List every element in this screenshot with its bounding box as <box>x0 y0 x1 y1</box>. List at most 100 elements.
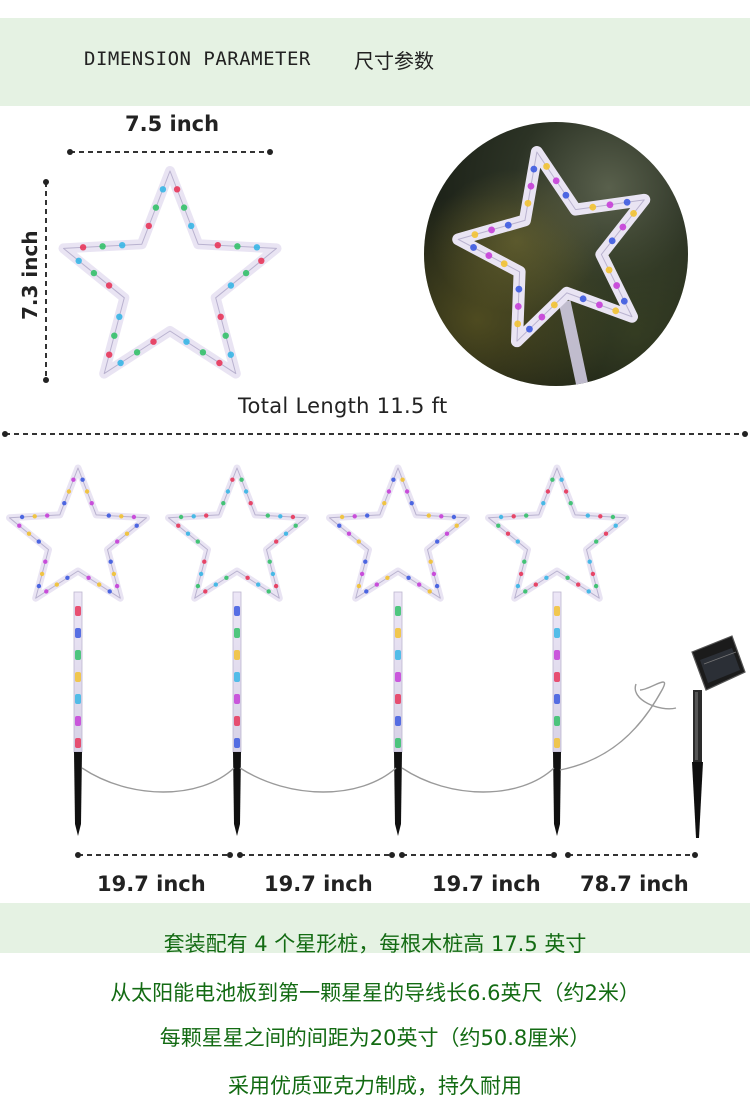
led-segment <box>75 716 81 726</box>
led-dot <box>428 559 433 564</box>
led-dot <box>585 513 590 518</box>
led-dot <box>227 282 235 289</box>
led-dot <box>514 320 522 328</box>
led-dot <box>518 571 524 577</box>
led-dot <box>426 513 431 518</box>
led-dot <box>541 501 546 506</box>
led-dot <box>183 338 190 345</box>
distance-label-3: 19.7 inch <box>432 872 541 896</box>
led-dot <box>114 583 120 589</box>
led-dot <box>593 583 599 589</box>
star-stake-1 <box>6 464 150 836</box>
led-dot <box>99 243 106 250</box>
led-dot <box>590 571 596 577</box>
led-dot <box>108 559 113 564</box>
star-stake-3 <box>326 464 470 836</box>
led-dot <box>54 582 59 587</box>
led-dot <box>75 257 82 264</box>
led-dot <box>533 582 538 587</box>
led-dot <box>213 582 218 587</box>
led-dot <box>274 539 279 544</box>
led-dot <box>406 575 411 580</box>
led-dot <box>339 514 345 520</box>
led-segment <box>554 672 560 682</box>
led-dot <box>150 338 157 345</box>
led-dot <box>86 575 91 580</box>
led-dot <box>273 583 279 589</box>
led-segment <box>234 650 240 660</box>
led-dot <box>562 191 570 199</box>
header-band <box>0 18 750 106</box>
led-dot <box>227 351 234 358</box>
led-dot <box>66 489 72 494</box>
total-length-label: Total Length 11.5 ft <box>238 394 448 418</box>
distance-label-2: 19.7 inch <box>264 872 373 896</box>
ground-spike <box>74 752 82 836</box>
led-dot <box>43 559 48 564</box>
header-title-cn: 尺寸参数 <box>354 49 434 73</box>
led-dot <box>515 539 520 544</box>
led-dot <box>620 297 628 305</box>
led-segment <box>395 716 401 726</box>
led-segment <box>234 672 240 682</box>
led-dot <box>498 514 504 520</box>
led-dot <box>265 513 270 518</box>
led-dot <box>159 186 167 193</box>
led-dot <box>258 257 265 264</box>
led-dot <box>245 575 250 580</box>
header-title-en: DIMENSION PARAMETER <box>84 48 311 70</box>
led-dot <box>242 269 250 277</box>
led-dot <box>248 501 253 506</box>
led-dot <box>356 539 361 544</box>
led-dot <box>107 589 112 594</box>
led-dot <box>266 589 271 594</box>
led-dot <box>32 514 37 519</box>
led-dot <box>145 222 152 230</box>
led-segment <box>395 672 401 682</box>
led-dot <box>119 242 126 249</box>
night-photo <box>424 122 688 386</box>
star-frame-edge <box>63 170 277 375</box>
led-dot <box>124 531 130 536</box>
led-dot <box>89 501 94 506</box>
distance-lines <box>75 852 698 858</box>
led-dot <box>17 523 22 528</box>
led-dot <box>594 539 599 544</box>
led-segment <box>75 650 81 660</box>
glowing-star-icon <box>452 146 651 386</box>
led-segment <box>234 716 240 726</box>
led-dot <box>598 514 603 519</box>
led-dot <box>608 237 616 245</box>
led-dot <box>427 589 432 594</box>
led-dot <box>195 583 201 589</box>
led-dot <box>267 559 272 564</box>
led-segment <box>395 650 401 660</box>
led-dot <box>337 523 342 528</box>
height-label: 7.3 inch <box>18 230 42 320</box>
led-dot <box>409 501 414 506</box>
led-dot <box>514 303 522 310</box>
total-length-line <box>2 431 748 437</box>
led-dot <box>111 332 118 339</box>
led-dot <box>451 514 457 520</box>
led-dot <box>180 204 188 211</box>
led-dot <box>550 477 555 482</box>
description-line-4: 采用优质亚克力制成，持久耐用 <box>228 1074 522 1098</box>
star-frame-edge <box>488 467 626 599</box>
led-dot <box>496 523 501 528</box>
led-dot <box>374 582 379 587</box>
star-frame-edge <box>168 467 306 599</box>
ground-spike <box>394 752 402 836</box>
description-line-3: 每颗星星之间的间距为20英寸（约50.8厘米） <box>159 1026 591 1050</box>
led-dot <box>364 589 369 594</box>
led-dot <box>199 349 207 356</box>
led-dot <box>504 221 512 229</box>
led-dot <box>550 301 558 309</box>
led-dot <box>119 514 124 519</box>
led-dot <box>603 531 609 536</box>
led-dot <box>239 477 244 482</box>
led-dot <box>610 514 616 520</box>
led-dot <box>500 260 508 268</box>
led-segment <box>554 716 560 726</box>
led-dot <box>515 583 521 589</box>
